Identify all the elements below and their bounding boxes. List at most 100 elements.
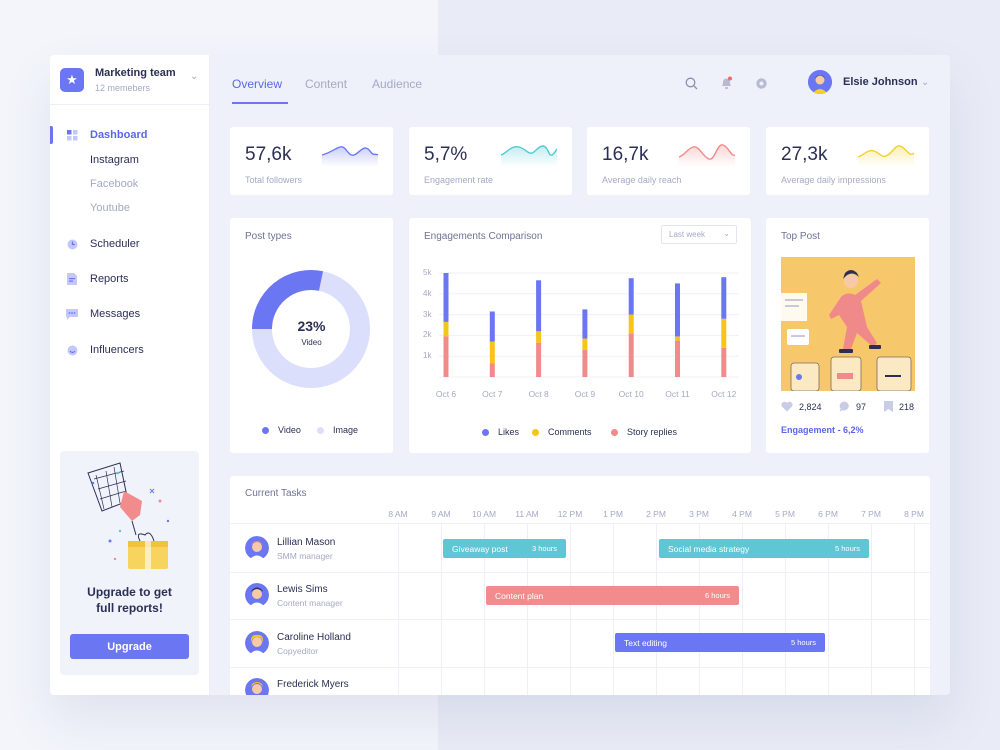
person-role: Copyeditor xyxy=(277,646,319,656)
bar-segment[interactable] xyxy=(628,314,634,334)
task-label: Content plan xyxy=(495,590,544,601)
legend-item-likes: Likes xyxy=(482,427,519,437)
user-name[interactable]: Elsie Johnson xyxy=(843,76,918,88)
sidebar-item-dashboard[interactable]: Dashboard xyxy=(66,129,147,141)
task-hours: 5 hours xyxy=(790,638,816,647)
stat-card: 27,3k Average daily impressions xyxy=(766,127,929,195)
time-label: 9 AM xyxy=(431,509,451,519)
donut-chart xyxy=(252,269,370,388)
bar-segment[interactable] xyxy=(443,321,449,337)
legend-dot xyxy=(611,428,618,436)
stat-label: Average daily reach xyxy=(602,175,682,185)
upgrade-button[interactable]: Upgrade xyxy=(70,634,189,659)
user-avatar[interactable] xyxy=(808,70,832,94)
heart-icon xyxy=(781,401,793,412)
bar-segment[interactable] xyxy=(489,311,495,342)
bar-segment[interactable] xyxy=(582,338,588,350)
bar-segment[interactable] xyxy=(536,331,542,343)
row-divider xyxy=(230,572,930,573)
period-select[interactable]: Last week ⌄ xyxy=(661,225,737,244)
sparkline xyxy=(678,144,736,167)
bar-segment[interactable] xyxy=(582,349,588,377)
bar-segment[interactable] xyxy=(721,277,727,319)
sparkline xyxy=(500,145,558,167)
gear-icon[interactable] xyxy=(753,75,769,91)
time-label: 12 PM xyxy=(557,509,583,519)
legend-item-comments: Comments xyxy=(532,427,592,437)
bar-segment[interactable] xyxy=(721,347,727,377)
time-gridline xyxy=(570,523,571,695)
card-title: Current Tasks xyxy=(245,488,307,499)
row-divider xyxy=(230,667,930,668)
bar-segment[interactable] xyxy=(443,336,449,377)
time-gridline xyxy=(527,523,528,695)
legend-dot xyxy=(482,428,489,436)
team-switcher[interactable]: ★ Marketing team 12 memebers ⌄ xyxy=(50,55,210,105)
upgrade-title-line1: Upgrade to get xyxy=(87,585,172,599)
clock-icon xyxy=(66,238,78,250)
sidebar-subitem-facebook[interactable]: Facebook xyxy=(90,178,139,190)
bar-segment[interactable] xyxy=(675,340,680,377)
time-label: 5 PM xyxy=(775,509,795,519)
tab-content[interactable]: Content xyxy=(305,77,348,91)
stat-value: 27,3k xyxy=(781,144,828,165)
sidebar-item-label: Messages xyxy=(90,308,141,320)
stat-card: 57,6k Total followers xyxy=(230,127,393,195)
y-tick-label: 5k xyxy=(423,268,432,277)
search-icon[interactable] xyxy=(683,75,699,91)
time-gridline xyxy=(828,523,829,695)
bar-segment[interactable] xyxy=(536,342,542,377)
bar-segment[interactable] xyxy=(628,278,634,315)
bar-segment[interactable] xyxy=(675,283,680,337)
sidebar-item-reports[interactable]: Reports xyxy=(66,273,129,285)
task-bar[interactable]: Social media strategy 5 hours xyxy=(659,539,869,558)
sidebar-item-scheduler[interactable]: Scheduler xyxy=(66,238,140,250)
bar-segment[interactable] xyxy=(628,333,634,377)
chevron-down-icon[interactable]: ⌄ xyxy=(190,71,199,82)
top-post-card: Top Post 2,824 97 xyxy=(766,218,929,453)
task-hours: 6 hours xyxy=(704,591,730,600)
bar-segment[interactable] xyxy=(443,273,449,322)
avatar xyxy=(245,583,269,607)
legend-label: Video xyxy=(278,425,301,435)
task-bar[interactable]: Text editing 5 hours xyxy=(615,633,825,652)
top-post-image[interactable] xyxy=(781,257,915,391)
donut-center-label: Video xyxy=(301,338,322,347)
bar-segment[interactable] xyxy=(582,309,588,339)
avatar xyxy=(245,678,269,695)
sidebar-item-messages[interactable]: Messages xyxy=(66,308,140,320)
task-label: Social media strategy xyxy=(668,543,750,554)
task-hours: 5 hours xyxy=(834,544,860,553)
person-name: Frederick Myers xyxy=(277,679,349,690)
tab-audience[interactable]: Audience xyxy=(372,77,423,91)
bar-segment[interactable] xyxy=(489,341,495,364)
bell-icon[interactable] xyxy=(718,75,734,91)
task-bar[interactable]: Giveaway post 3 hours xyxy=(443,539,566,558)
legend-label: Story replies xyxy=(627,427,678,437)
bar-segment[interactable] xyxy=(675,336,680,341)
post-types-card: Post types 23% Video Video Image xyxy=(230,218,393,453)
sidebar-subitem-youtube[interactable]: Youtube xyxy=(90,202,130,214)
tab-active-underline xyxy=(232,102,288,104)
bar-segment[interactable] xyxy=(536,280,542,332)
saves-count: 218 xyxy=(899,401,915,412)
time-gridline xyxy=(914,523,915,695)
avatar xyxy=(245,631,269,655)
bar-segment[interactable] xyxy=(489,363,495,377)
tab-overview[interactable]: Overview xyxy=(232,77,283,91)
bookmark-icon xyxy=(884,401,893,412)
current-tasks-card: Current Tasks 8 AM 9 AM 10 AM 11 AM 12 PM 1 P… xyxy=(230,476,930,695)
sidebar-item-influencers[interactable]: Influencers xyxy=(66,344,144,356)
card-title: Top Post xyxy=(781,231,820,242)
row-divider xyxy=(230,619,930,620)
time-label: 11 AM xyxy=(515,509,539,519)
sparkline xyxy=(857,145,915,167)
task-bar[interactable]: Content plan 6 hours xyxy=(486,586,739,605)
team-name: Marketing team xyxy=(95,67,176,79)
chevron-down-icon[interactable]: ⌄ xyxy=(921,77,930,88)
y-tick-label: 1k xyxy=(423,351,432,361)
comment-icon xyxy=(839,401,849,412)
sidebar-item-label: Reports xyxy=(90,273,129,285)
sidebar-subitem-instagram[interactable]: Instagram xyxy=(90,154,139,166)
bar-segment[interactable] xyxy=(721,318,727,348)
